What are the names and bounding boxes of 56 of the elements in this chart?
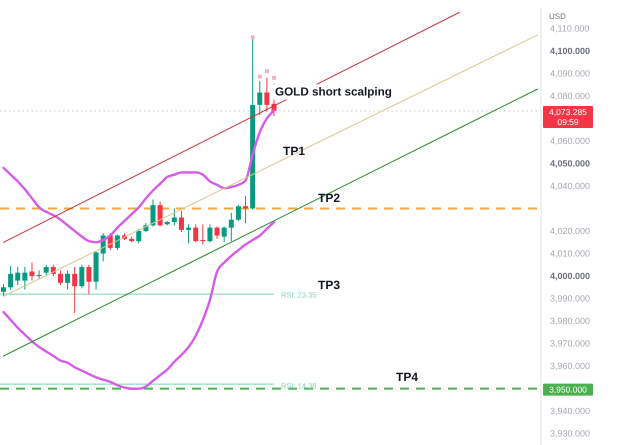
ref-line-label: 3,950.000 bbox=[549, 384, 588, 395]
y-axis-title: USD bbox=[549, 12, 566, 21]
y-tick-label: 3,960.000 bbox=[550, 361, 590, 372]
y-tick-label: 3,930.000 bbox=[550, 428, 590, 439]
y-tick-label: 4,020.000 bbox=[550, 226, 590, 236]
candlestick bbox=[172, 208, 177, 226]
candlestick bbox=[65, 270, 70, 290]
annotation: TP3 bbox=[318, 278, 340, 292]
candlestick bbox=[29, 262, 34, 282]
y-tick-label: 4,000.000 bbox=[550, 271, 590, 282]
candlestick bbox=[178, 210, 184, 233]
candlestick bbox=[228, 212, 234, 242]
y-tick-label: 4,040.000 bbox=[550, 180, 590, 191]
candlestick bbox=[15, 266, 20, 286]
candlestick bbox=[8, 265, 14, 290]
candlestick bbox=[1, 283, 6, 297]
y-tick-label: 4,060.000 bbox=[550, 136, 590, 146]
y-tick-label: 4,080.000 bbox=[550, 90, 590, 101]
candlestick bbox=[44, 264, 49, 276]
candlestick bbox=[186, 224, 192, 244]
candlestick bbox=[236, 204, 241, 222]
y-tick-label: 4,090.000 bbox=[550, 68, 590, 78]
candlestick bbox=[207, 224, 212, 243]
y-tick-label: 4,100.000 bbox=[550, 46, 590, 56]
candlestick bbox=[22, 266, 28, 290]
candlestick bbox=[114, 234, 120, 251]
candlestick bbox=[193, 224, 198, 243]
candlestick bbox=[150, 198, 156, 227]
y-tick-label: 4,050.000 bbox=[550, 158, 590, 168]
candlestick bbox=[72, 266, 78, 314]
annotation: GOLD short scalping bbox=[275, 86, 392, 98]
y-tick-label: 3,970.000 bbox=[550, 338, 590, 349]
y-tick-label: 3,940.000 bbox=[550, 406, 590, 416]
annotation: TP1 bbox=[283, 144, 306, 158]
annotation: TP2 bbox=[318, 191, 340, 205]
y-tick-label: 4,110.000 bbox=[550, 23, 590, 34]
ref-line-label: 4,073.285 09:59 bbox=[549, 106, 588, 127]
point bbox=[250, 35, 255, 40]
point bbox=[258, 74, 262, 79]
candlestick bbox=[214, 226, 220, 240]
candlestick bbox=[243, 196, 248, 224]
candlestick bbox=[86, 264, 92, 295]
point bbox=[264, 69, 269, 74]
candlestick bbox=[222, 226, 227, 243]
y-tick-label: 3,980.000 bbox=[550, 316, 590, 326]
candlestick bbox=[136, 228, 142, 244]
candlestick bbox=[264, 77, 270, 112]
point bbox=[272, 76, 276, 80]
annotation: TP4 bbox=[396, 370, 418, 384]
y-tick-label: 3,990.000 bbox=[550, 294, 590, 304]
candlestick bbox=[158, 201, 163, 227]
candlestick bbox=[79, 264, 84, 289]
y-tick-label: 4,010.000 bbox=[550, 248, 590, 259]
line-series bbox=[2, 220, 276, 390]
candlestick bbox=[58, 270, 63, 286]
candlestick bbox=[257, 80, 262, 116]
